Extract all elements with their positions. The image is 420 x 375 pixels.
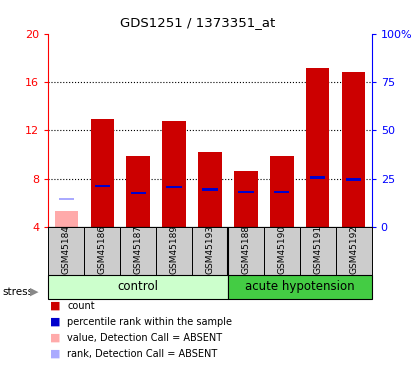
Text: ■: ■	[50, 333, 61, 343]
Text: stress: stress	[2, 287, 33, 297]
Bar	[270, 156, 294, 227]
Bar	[166, 186, 182, 188]
Bar	[126, 156, 150, 227]
Bar	[131, 192, 146, 194]
Bar	[94, 184, 110, 187]
Text: GSM45188: GSM45188	[241, 225, 250, 274]
Text: rank, Detection Call = ABSENT: rank, Detection Call = ABSENT	[67, 349, 218, 359]
Bar	[306, 68, 329, 227]
Text: ■: ■	[50, 349, 61, 359]
Bar	[228, 226, 264, 274]
Bar	[84, 226, 120, 274]
Bar	[192, 226, 228, 274]
Text: GSM45190: GSM45190	[277, 225, 286, 274]
Text: GSM45186: GSM45186	[98, 225, 107, 274]
Bar	[336, 226, 372, 274]
Text: ▶: ▶	[30, 287, 39, 297]
Bar	[48, 274, 228, 299]
Text: GSM45189: GSM45189	[170, 225, 178, 274]
Bar	[55, 211, 78, 227]
Text: value, Detection Call = ABSENT: value, Detection Call = ABSENT	[67, 333, 222, 343]
Text: ■: ■	[50, 301, 61, 310]
Text: ■: ■	[50, 317, 61, 327]
Bar	[346, 178, 361, 181]
Text: acute hypotension: acute hypotension	[245, 280, 354, 293]
Bar	[238, 190, 254, 193]
Text: count: count	[67, 301, 95, 310]
Bar	[198, 152, 222, 227]
Bar	[310, 176, 326, 179]
Bar	[163, 121, 186, 227]
Bar	[156, 226, 192, 274]
Bar	[59, 198, 74, 201]
Text: control: control	[118, 280, 159, 293]
Bar	[228, 274, 372, 299]
Bar	[274, 190, 289, 193]
Bar	[202, 188, 218, 191]
Bar	[264, 226, 300, 274]
Bar	[342, 72, 365, 227]
Text: GSM45184: GSM45184	[62, 225, 71, 274]
Bar	[91, 120, 114, 227]
Text: GSM45193: GSM45193	[205, 225, 215, 274]
Bar	[300, 226, 336, 274]
Text: GSM45187: GSM45187	[134, 225, 143, 274]
Bar	[48, 226, 84, 274]
Text: percentile rank within the sample: percentile rank within the sample	[67, 317, 232, 327]
Text: GDS1251 / 1373351_at: GDS1251 / 1373351_at	[120, 16, 275, 29]
Bar	[120, 226, 156, 274]
Text: GSM45191: GSM45191	[313, 225, 322, 274]
Text: GSM45192: GSM45192	[349, 225, 358, 274]
Bar	[234, 171, 257, 227]
